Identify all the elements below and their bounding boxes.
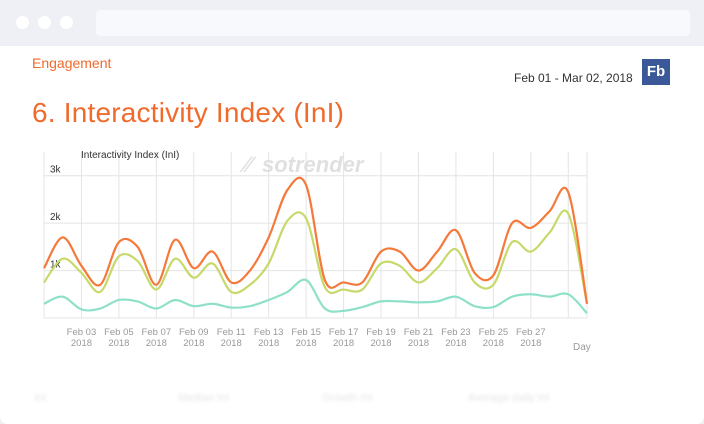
x-tick-year: 2018	[483, 338, 504, 349]
x-tick-year: 2018	[408, 338, 429, 349]
x-tick-label: Feb 11	[217, 327, 246, 338]
window-minimize-dot[interactable]	[38, 16, 51, 29]
x-tick-year: 2018	[333, 338, 354, 349]
x-tick-year: 2018	[258, 338, 279, 349]
series-line-orange	[43, 176, 589, 304]
section-label: Engagement	[32, 55, 112, 71]
x-tick-year: 2018	[296, 338, 317, 349]
x-tick-label: Feb 07	[142, 327, 172, 338]
chart-series	[43, 176, 589, 315]
footer-col-average: Average daily InI	[468, 392, 550, 404]
x-tick-year: 2018	[71, 338, 92, 349]
x-tick-year: 2018	[183, 338, 204, 349]
facebook-icon: Fb	[642, 59, 670, 85]
x-tick-label: Feb 21	[404, 327, 434, 338]
x-tick-label: Feb 15	[291, 327, 321, 338]
series-line-yellow-green	[43, 209, 589, 304]
x-tick-label: Feb 05	[104, 327, 134, 338]
bottom-fade	[0, 350, 704, 424]
x-tick-label: Feb 25	[479, 327, 509, 338]
x-tick-label: Feb 09	[179, 327, 209, 338]
x-tick-label: Feb 23	[441, 327, 471, 338]
y-tick-label: 3k	[50, 165, 62, 176]
x-tick-year: 2018	[370, 338, 391, 349]
x-tick-label: Feb 19	[366, 327, 396, 338]
watermark-text: sotrender	[262, 152, 365, 177]
date-range: Feb 01 - Mar 02, 2018	[514, 71, 633, 85]
x-axis-label: Day	[573, 342, 591, 353]
x-tick-label: Feb 13	[254, 327, 284, 338]
chart-grid	[43, 152, 588, 319]
window-close-dot[interactable]	[16, 16, 29, 29]
page-title: 6. Interactivity Index (InI)	[32, 97, 345, 128]
x-tick-label: Feb 27	[516, 327, 546, 338]
watermark-logo: ⁄⁄ sotrender	[239, 152, 365, 177]
x-tick-year: 2018	[108, 338, 129, 349]
chart-title: Interactivity Index (InI)	[81, 150, 179, 161]
y-tick-label: 2k	[50, 212, 62, 223]
address-bar[interactable]	[96, 10, 690, 36]
footer-col-growth: Growth InI	[322, 392, 373, 404]
series-line-teal	[43, 278, 588, 315]
x-tick-label: Feb 03	[67, 327, 97, 338]
x-tick-year: 2018	[221, 338, 242, 349]
footer-col-ini: InI	[34, 392, 47, 404]
watermark-slash-icon: ⁄⁄	[239, 152, 258, 177]
x-tick-year: 2018	[146, 338, 167, 349]
window-maximize-dot[interactable]	[60, 16, 73, 29]
x-tick-year: 2018	[445, 338, 466, 349]
footer-col-median: Median InI	[178, 392, 230, 404]
browser-title-bar	[0, 0, 704, 46]
x-tick-year: 2018	[520, 338, 541, 349]
x-tick-label: Feb 17	[329, 327, 359, 338]
